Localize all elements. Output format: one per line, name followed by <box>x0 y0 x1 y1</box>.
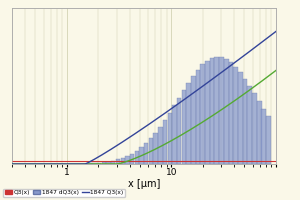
Bar <box>210 58 214 164</box>
Bar <box>252 93 257 164</box>
Bar <box>177 98 182 164</box>
Bar <box>238 72 243 164</box>
Bar <box>130 154 134 164</box>
Legend: Q3(x), 1847 dQ3(x), 1847 Q3(x): Q3(x), 1847 dQ3(x), 1847 Q3(x) <box>3 188 125 197</box>
Bar <box>224 59 229 164</box>
Bar <box>266 116 271 164</box>
Bar <box>182 90 186 164</box>
Bar <box>172 105 177 164</box>
Bar <box>243 79 248 164</box>
Bar <box>106 162 111 164</box>
X-axis label: x [μm]: x [μm] <box>128 179 160 189</box>
Bar <box>229 62 233 164</box>
Bar <box>121 158 125 164</box>
Bar <box>219 57 224 164</box>
Bar <box>102 162 106 164</box>
Bar <box>186 83 191 164</box>
Bar <box>196 70 200 164</box>
Bar <box>97 163 101 164</box>
Bar <box>92 163 97 164</box>
Bar <box>144 143 148 164</box>
Bar <box>140 147 144 164</box>
Bar <box>163 120 167 164</box>
Bar <box>88 163 92 164</box>
Bar <box>135 151 139 164</box>
Bar <box>257 101 262 164</box>
Bar <box>167 113 172 164</box>
Bar <box>247 86 252 164</box>
Bar <box>214 57 219 164</box>
Bar <box>200 64 205 164</box>
Bar <box>116 159 120 164</box>
Bar <box>233 67 238 164</box>
Bar <box>153 133 158 164</box>
Bar <box>205 61 210 164</box>
Bar <box>261 109 266 164</box>
Bar <box>149 138 153 164</box>
Bar <box>191 76 196 164</box>
Bar <box>111 161 116 164</box>
Bar <box>158 127 163 164</box>
Bar <box>125 156 130 164</box>
